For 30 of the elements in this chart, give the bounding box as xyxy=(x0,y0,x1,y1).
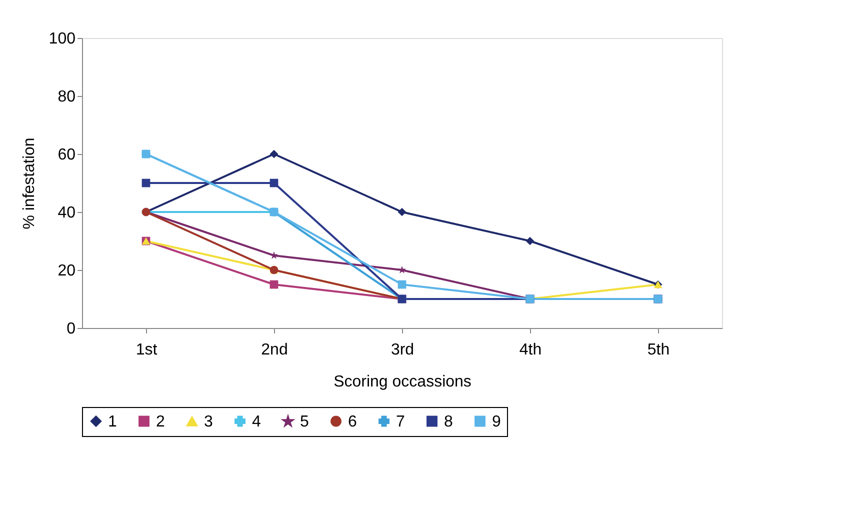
point xyxy=(398,266,406,274)
x-tick-label: 1st xyxy=(136,342,158,358)
legend-label: 5 xyxy=(300,414,309,430)
point xyxy=(526,236,534,246)
legend-label: 1 xyxy=(108,413,117,430)
legend-label: 2 xyxy=(156,413,165,430)
point xyxy=(142,178,150,188)
point xyxy=(270,280,278,289)
y-tick-label: 40 xyxy=(58,204,76,222)
y-tick-label: 0 xyxy=(66,320,76,338)
y-tick-label: 80 xyxy=(58,88,76,106)
legend-label: 3 xyxy=(204,414,213,430)
x-tick-label: 4th xyxy=(519,342,542,358)
point xyxy=(398,208,406,216)
y-tick-label: 20 xyxy=(58,262,76,280)
y-tick-label: 60 xyxy=(58,146,76,164)
point xyxy=(398,280,406,289)
y-tick-label: 100 xyxy=(48,30,76,48)
legend-label: 6 xyxy=(348,413,357,430)
legend-label: 7 xyxy=(396,413,405,430)
legend-label: 4 xyxy=(252,413,261,430)
legend-label: 9 xyxy=(492,413,501,430)
point xyxy=(270,178,278,188)
x-axis-title: Scoring occassions xyxy=(334,374,472,390)
x-tick-label: 2nd xyxy=(261,342,288,358)
x-tick-label: 5th xyxy=(647,342,670,358)
x-tick-label: 3rd xyxy=(390,342,414,358)
legend-label: 8 xyxy=(444,413,453,430)
point xyxy=(270,150,278,158)
y-axis-title: % infestation xyxy=(20,138,38,230)
